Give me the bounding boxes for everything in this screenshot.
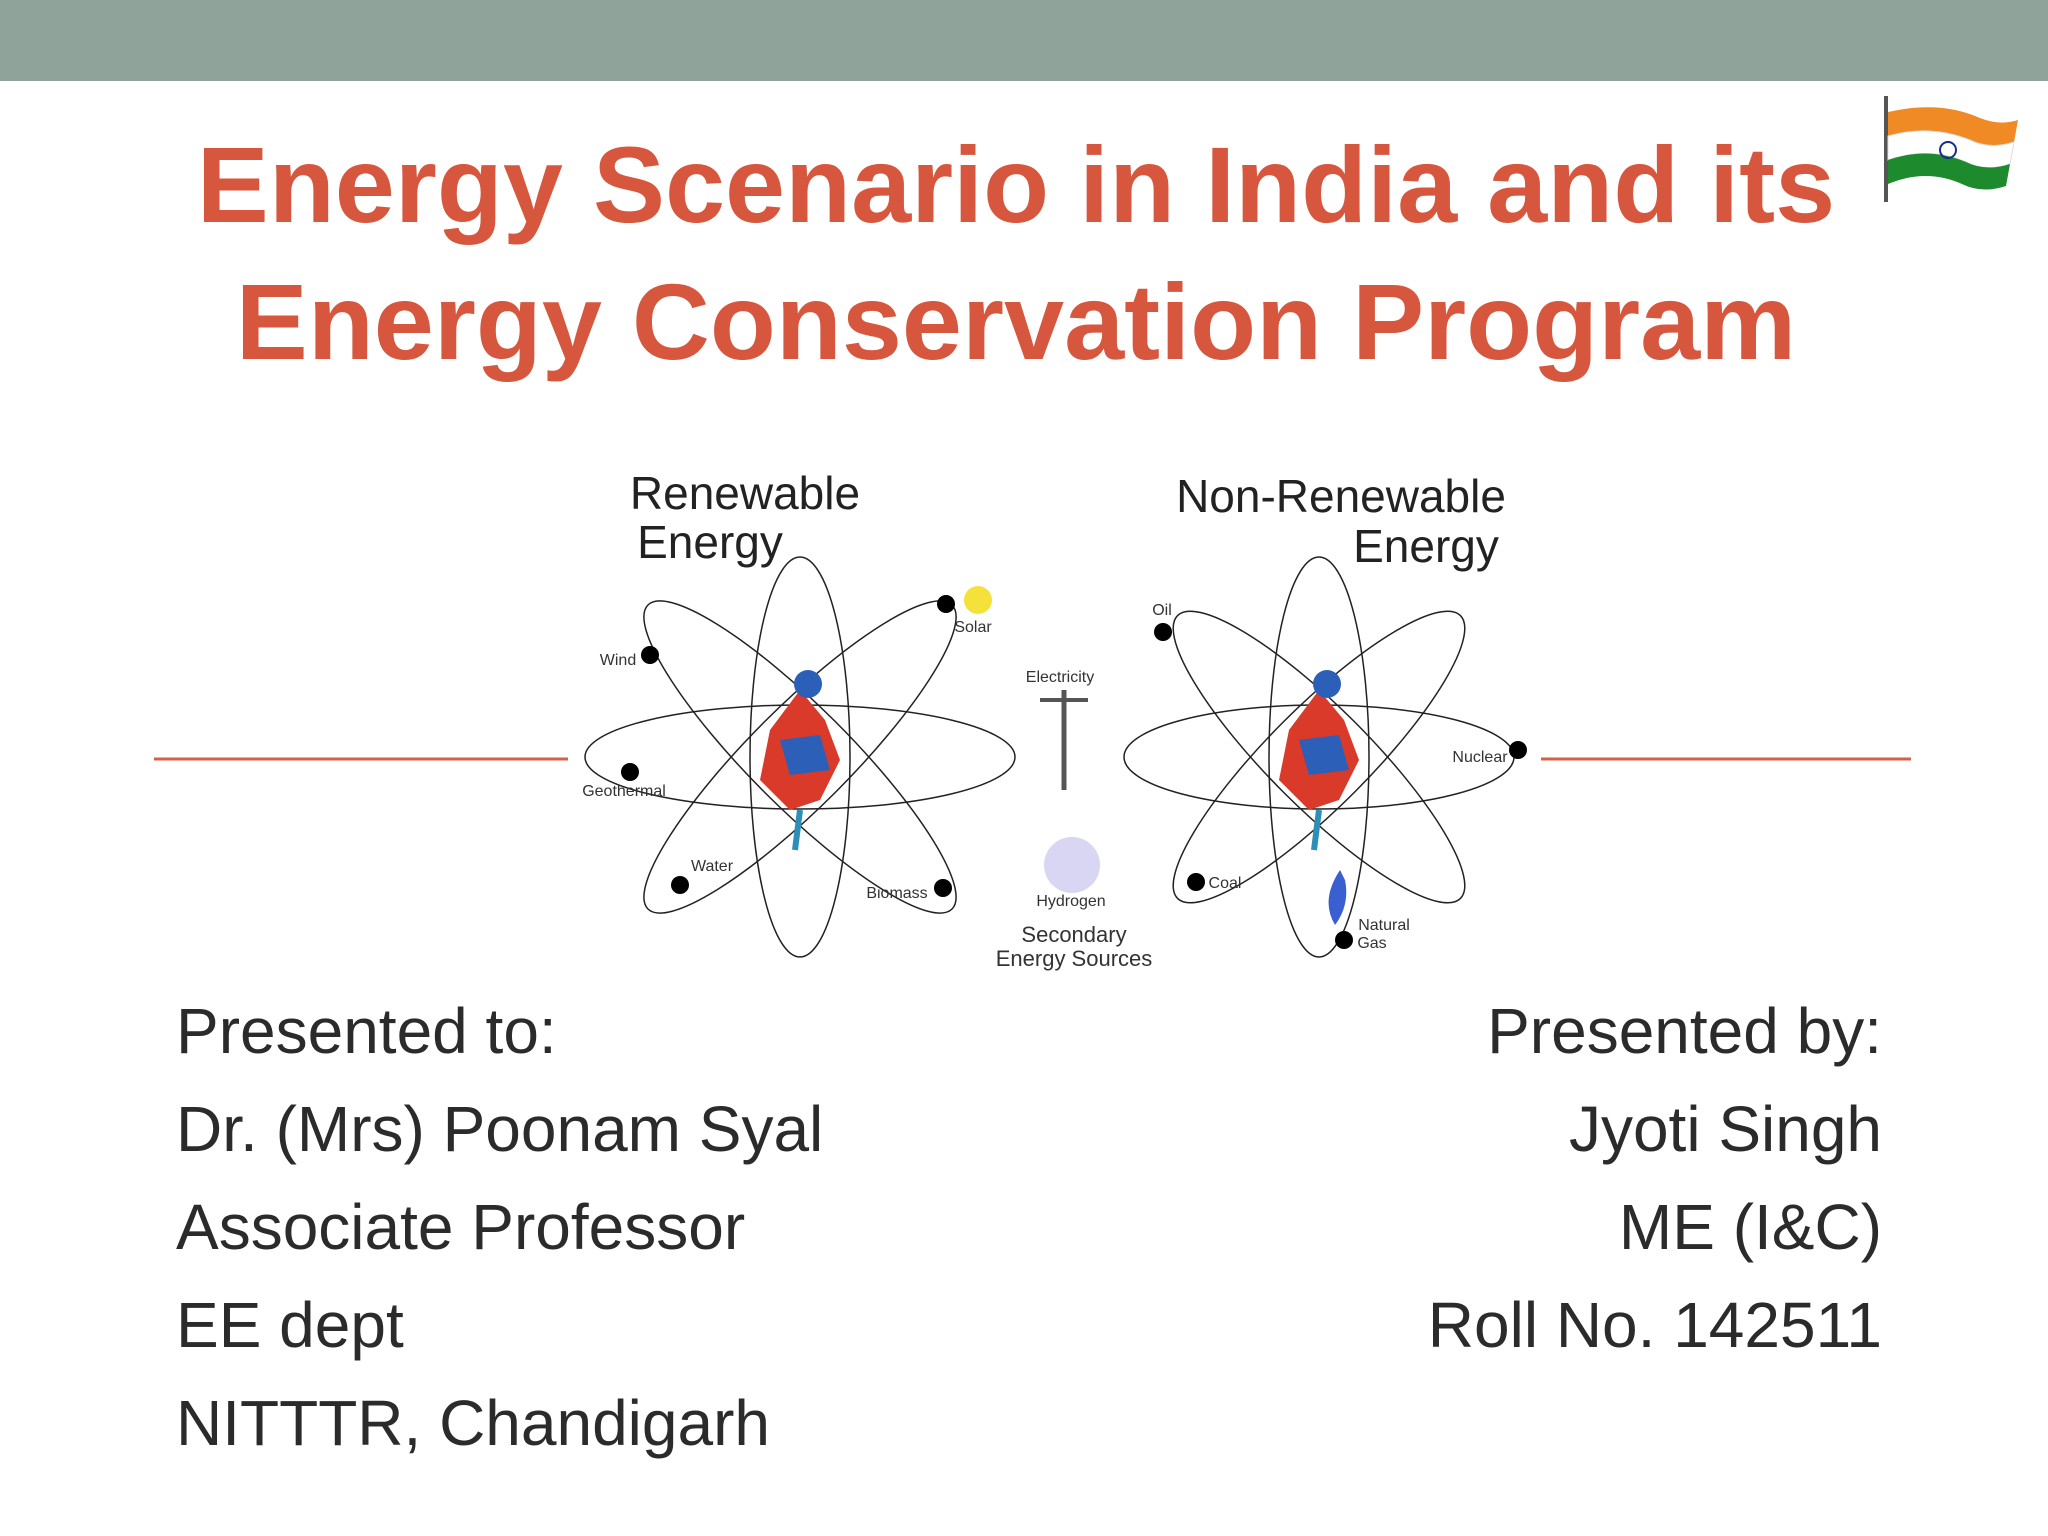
- diagram-label: Wind: [600, 652, 636, 669]
- info-line: Presented by:: [1487, 995, 1882, 1067]
- diagram-label: Gas: [1357, 935, 1386, 952]
- title-line: Energy Conservation Program: [236, 261, 1796, 382]
- india-flag: [1884, 96, 2018, 202]
- info-line: NITTTR, Chandigarh: [176, 1387, 770, 1459]
- top-bar: [0, 0, 2048, 81]
- non-renewable-atom: [1123, 556, 1527, 958]
- info-line: Dr. (Mrs) Poonam Syal: [176, 1093, 823, 1165]
- info-line: Jyoti Singh: [1569, 1093, 1882, 1165]
- diagram-heading: Energy Sources: [996, 946, 1153, 971]
- diagram-heading: Non-Renewable: [1176, 470, 1506, 522]
- diagram-heading: Secondary: [1021, 922, 1126, 947]
- energy-diagram: Renewable Energy Non-Renewable Energy Se…: [582, 467, 1527, 971]
- diagram-label: Natural: [1358, 917, 1410, 934]
- diagram-heading: Energy: [637, 516, 783, 568]
- diagram-label: Oil: [1152, 602, 1172, 619]
- info-line: EE dept: [176, 1289, 404, 1361]
- presented-by: Presented by: Jyoti Singh ME (I&C) Roll No.…: [1428, 995, 1882, 1361]
- diagram-heading: Energy: [1353, 520, 1499, 572]
- info-line: Associate Professor: [176, 1191, 745, 1263]
- info-line: Presented to:: [176, 995, 557, 1067]
- title-line: Energy Scenario in India and its: [197, 124, 1835, 245]
- info-line: Roll No. 142511: [1428, 1289, 1882, 1361]
- diagram-label: Geothermal: [582, 783, 666, 800]
- diagram-label: Nuclear: [1452, 749, 1508, 766]
- diagram-label: Electricity: [1026, 669, 1094, 686]
- diagram-label: Coal: [1209, 875, 1242, 892]
- diagram-heading: Renewable: [630, 467, 860, 519]
- diagram-label: Biomass: [866, 885, 927, 902]
- diagram-label: Solar: [954, 619, 992, 636]
- renewable-atom: [584, 556, 1016, 958]
- diagram-label: Water: [691, 858, 734, 875]
- presented-to: Presented to: Dr. (Mrs) Poonam Syal Associ…: [176, 995, 823, 1459]
- info-line: ME (I&C): [1619, 1191, 1882, 1263]
- diagram-label: Hydrogen: [1036, 893, 1105, 910]
